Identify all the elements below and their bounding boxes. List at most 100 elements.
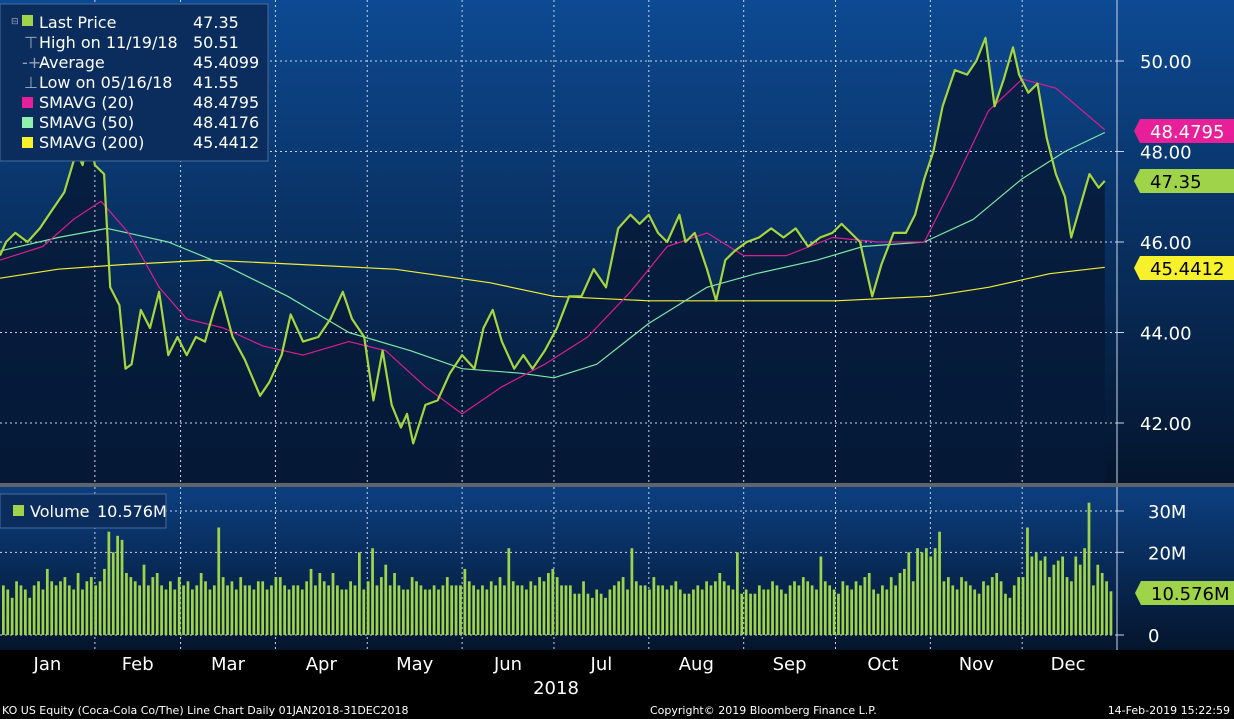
volume-bar — [1008, 597, 1012, 635]
volume-bar — [393, 573, 396, 635]
volume-bar — [278, 577, 282, 635]
volume-bar — [819, 556, 823, 635]
volume-bar — [191, 589, 194, 635]
volume-bar — [841, 581, 845, 635]
volume-bar — [709, 585, 713, 635]
volume-bar — [2, 585, 5, 635]
value-tag-label: 48.4795 — [1150, 122, 1224, 143]
legend-row-last-price[interactable]: Last Price 47.35 — [22, 13, 239, 32]
volume-bar — [494, 585, 497, 635]
footer-timestamp: 14-Feb-2019 15:22:59 — [1108, 704, 1230, 717]
volume-bar — [946, 577, 950, 635]
legend-swatch-sma200 — [22, 137, 33, 148]
legend-value-average: 45.4099 — [193, 53, 259, 72]
volume-bar — [573, 593, 577, 635]
legend-row-low[interactable]: ⊥ Low on 05/16/18 41.55 — [24, 73, 239, 92]
series-line-last-price[interactable] — [0, 36, 1106, 445]
volume-bar — [964, 581, 968, 635]
volume-bar — [881, 585, 884, 635]
collapse-legend-icon[interactable]: ⊟ — [11, 17, 19, 27]
volume-bar — [252, 589, 256, 635]
volume-bar — [1039, 560, 1043, 635]
volume-bar — [1061, 556, 1064, 635]
value-tags: 48.4795 47.35 45.4412 10.576M — [1134, 119, 1234, 605]
volume-bar — [437, 589, 440, 635]
volume-bar — [850, 589, 854, 635]
volume-bar — [542, 581, 546, 635]
volume-bar — [828, 585, 832, 635]
volume-bar — [863, 577, 867, 635]
legend-row-average[interactable]: -+- Average 45.4099 — [22, 53, 259, 72]
legend-row-sma20[interactable]: SMAVG (20) 48.4795 — [22, 93, 259, 112]
legend-label-high: High on 11/19/18 — [39, 33, 178, 52]
volume-bar — [19, 585, 23, 635]
volume-bar — [652, 577, 656, 635]
y-tick-label: 44.00 — [1140, 324, 1192, 345]
volume-bar — [173, 589, 177, 635]
volume-bar — [982, 581, 985, 635]
volume-bar — [1100, 573, 1104, 635]
series-line-sma20[interactable] — [0, 78, 1106, 415]
volume-bar — [133, 581, 137, 635]
volume-bar — [305, 581, 308, 635]
volume-bar — [925, 548, 928, 635]
volume-bar — [239, 577, 243, 635]
volume-bar — [94, 585, 98, 635]
volume-bar — [160, 585, 163, 635]
panel-separator[interactable] — [0, 483, 1234, 487]
volume-bar — [714, 581, 717, 635]
series-line-sma200[interactable] — [0, 259, 1105, 302]
volume-bar — [951, 585, 955, 635]
volume-bar — [507, 548, 511, 635]
volume-bar — [621, 577, 625, 635]
volume-bar — [292, 585, 295, 635]
x-tick-label-month: Jan — [33, 654, 62, 675]
volume-bar — [89, 577, 93, 635]
x-tick-label-month: Jul — [590, 654, 613, 675]
volume-bar — [151, 577, 155, 635]
x-tick-label-month: Oct — [867, 654, 898, 675]
volume-bar — [634, 581, 638, 635]
volume-bar — [221, 577, 225, 635]
y-tick-label: 46.00 — [1140, 233, 1192, 254]
legend-label-sma20: SMAVG (20) — [39, 93, 134, 112]
volume-bar — [757, 585, 761, 635]
volume-bar — [358, 552, 361, 635]
volume-bar — [283, 585, 287, 635]
volume-bar — [533, 585, 537, 635]
volume-bar — [749, 593, 752, 635]
volume-bar — [243, 585, 247, 635]
x-tick-label-month: Feb — [122, 654, 154, 675]
volume-bar — [485, 589, 489, 635]
volume-bar — [788, 585, 792, 635]
volume-bar — [476, 589, 480, 635]
volume-bar — [1092, 585, 1095, 635]
value-tag — [1134, 119, 1234, 143]
legend-row-sma200[interactable]: SMAVG (200) 45.4412 — [22, 133, 259, 152]
volume-bar — [116, 535, 120, 635]
volume-bar — [630, 548, 634, 635]
legend-row-high[interactable]: ⊤ High on 11/19/18 50.51 — [24, 33, 239, 52]
series-line-sma50[interactable] — [0, 131, 1106, 379]
volume-bar — [415, 581, 418, 635]
volume-bar — [683, 593, 686, 635]
volume-bar — [59, 581, 62, 635]
volume-bar — [1109, 591, 1113, 635]
volume-bar — [933, 548, 937, 635]
volume-bar — [340, 589, 344, 635]
volume-bar — [678, 589, 682, 635]
volume-bar — [41, 589, 45, 635]
volume-value-tag — [1135, 581, 1234, 605]
volume-bar — [1096, 564, 1100, 635]
legend-value-low: 41.55 — [193, 73, 239, 92]
volume-bar — [551, 568, 555, 635]
volume-bar — [727, 585, 730, 635]
volume-bar — [525, 589, 528, 635]
volume-bar — [955, 589, 959, 635]
value-tag-label: 45.4412 — [1150, 259, 1224, 280]
legend-row-sma50[interactable]: SMAVG (50) 48.4176 — [22, 113, 259, 132]
volume-value-tag-label: 10.576M — [1151, 584, 1230, 605]
volume-bar — [1065, 577, 1069, 635]
volume-bar — [23, 589, 27, 635]
volume-bar — [1017, 577, 1021, 635]
